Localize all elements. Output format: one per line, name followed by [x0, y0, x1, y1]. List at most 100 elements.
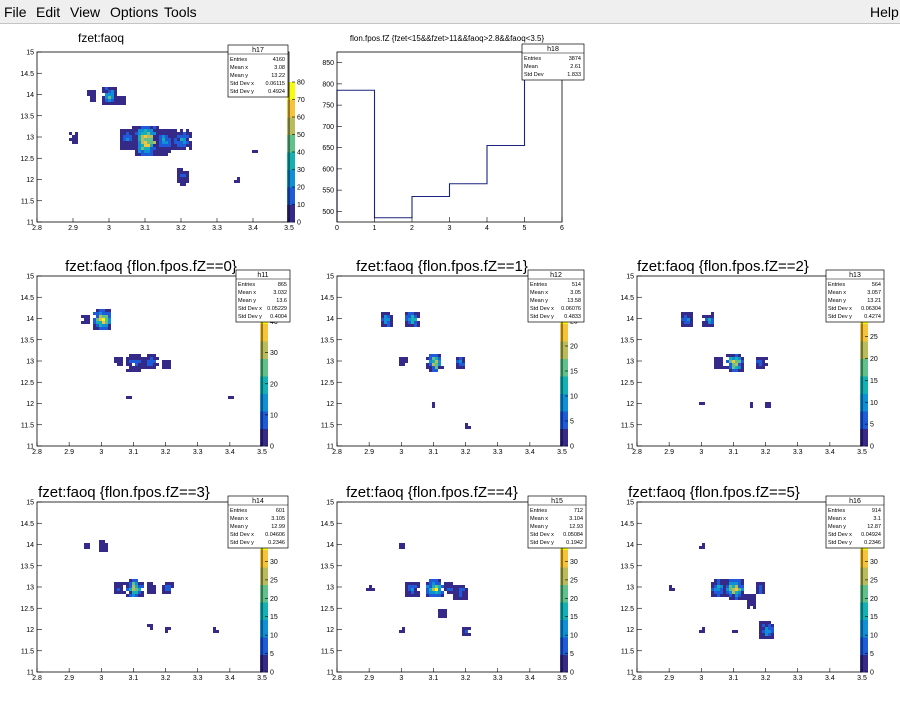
- palette-segment: [560, 327, 568, 331]
- heatmap-cell: [705, 321, 708, 324]
- pad-h16[interactable]: 051015202530352.82.933.13.23.33.43.51111…: [620, 484, 885, 682]
- heatmap-cell: [702, 546, 705, 549]
- stats-value: 601: [276, 508, 285, 514]
- y-tick-label: 12: [626, 401, 634, 408]
- pad-h18[interactable]: 0 1 2 3 4 5 6500550600650700750800850flon.fpos…: [322, 34, 585, 232]
- heatmap-cell: [99, 540, 102, 543]
- heatmap-cell: [435, 363, 438, 366]
- palette-segment: [860, 390, 868, 394]
- heatmap-cell: [129, 579, 132, 582]
- menu-view[interactable]: View: [70, 4, 101, 20]
- plot-frame: [36, 51, 290, 223]
- menu-edit[interactable]: Edit: [36, 4, 61, 20]
- palette-tick-label: 25: [870, 577, 878, 584]
- menu-help[interactable]: Help: [870, 4, 899, 20]
- heatmap-cell: [690, 312, 693, 315]
- heatmap-cell: [165, 138, 168, 141]
- pad-h15[interactable]: 051015202530352.82.933.13.23.33.43.51111…: [320, 484, 587, 682]
- plot-frame: [636, 275, 863, 447]
- heatmap-cell: [75, 141, 78, 144]
- palette-segment: [287, 169, 295, 174]
- x-tick-label: 3.4: [825, 449, 835, 456]
- heatmap-cell: [726, 366, 729, 369]
- menu-tools[interactable]: Tools: [164, 4, 197, 20]
- palette-segment: [260, 647, 268, 652]
- heatmap-cell: [438, 585, 441, 588]
- y-tick-label: 12.5: [620, 380, 634, 387]
- heatmap-cell: [426, 582, 429, 585]
- menu-options[interactable]: Options: [110, 4, 159, 20]
- stats-value: 0.04606: [265, 532, 285, 538]
- palette-segment: [860, 563, 868, 568]
- heatmap-cell: [735, 594, 738, 597]
- heatmap-cell: [465, 594, 468, 597]
- heatmap-cell: [141, 138, 144, 141]
- heatmap-cell: [714, 582, 717, 585]
- stats-label: Mean x: [828, 290, 846, 296]
- stats-label: Mean x: [238, 290, 256, 296]
- pad-h14[interactable]: 051015202530352.82.933.13.23.33.43.51111…: [20, 484, 289, 682]
- palette-segment: [287, 215, 295, 219]
- y-tick-label: 13.5: [20, 113, 34, 120]
- heatmap-cell: [99, 318, 102, 321]
- heatmap-cell: [432, 585, 435, 588]
- heatmap-cell: [162, 588, 165, 591]
- x-tick-label: 2.9: [664, 449, 674, 456]
- palette-segment: [287, 89, 295, 93]
- stats-label: Mean x: [828, 516, 846, 522]
- x-tick-label: 2.8: [332, 675, 342, 682]
- heatmap-cell: [432, 591, 435, 594]
- menu-file[interactable]: File: [4, 4, 27, 20]
- stats-frame: [825, 495, 885, 549]
- heatmap-cell: [720, 594, 723, 597]
- heatmap-cell: [411, 585, 414, 588]
- x-tick-label: 3: [699, 675, 703, 682]
- heatmap-cell: [165, 627, 168, 630]
- palette-segment: [260, 602, 268, 606]
- heatmap-cell: [714, 360, 717, 363]
- heatmap-cell: [135, 585, 138, 588]
- pad-h13[interactable]: 0510152025302.82.933.13.23.33.43.51111.5…: [620, 258, 885, 456]
- heatmap-cell: [102, 318, 105, 321]
- x-tick-label: 3.1: [129, 675, 139, 682]
- heatmap-cell: [135, 126, 138, 129]
- x-tick-label: 6: [560, 225, 564, 232]
- heatmap-cell: [684, 321, 687, 324]
- palette-segment: [260, 595, 268, 599]
- heatmap-cell: [165, 153, 168, 156]
- x-tick-label: 3.5: [557, 449, 567, 456]
- heatmap-cell: [426, 591, 429, 594]
- heatmap-cell: [390, 318, 393, 321]
- heatmap-cell: [159, 135, 162, 138]
- palette-tick-label: 10: [270, 412, 278, 419]
- palette-segment: [287, 145, 295, 149]
- heatmap-cell: [456, 366, 459, 369]
- heatmap-cell: [255, 150, 258, 153]
- heatmap-cell: [183, 132, 186, 135]
- heatmap-cell: [414, 321, 417, 324]
- heatmap-cell: [438, 594, 441, 597]
- heatmap-cell: [462, 627, 465, 630]
- palette-segment: [860, 365, 868, 370]
- heatmap-cell: [93, 312, 96, 315]
- palette-segment: [560, 556, 568, 561]
- pad-h12[interactable]: 05101520252.82.933.13.23.33.43.51111.512…: [320, 258, 585, 456]
- heatmap-cell: [135, 150, 138, 153]
- heatmap-cell: [102, 309, 105, 312]
- heatmap-cell: [174, 129, 177, 132]
- palette-segment: [860, 341, 868, 345]
- palette-segment: [287, 183, 295, 188]
- palette-segment: [260, 549, 268, 554]
- heatmap-cell: [123, 132, 126, 135]
- palette-segment: [560, 414, 568, 419]
- heatmap-cell: [720, 588, 723, 591]
- heatmap-cell: [411, 594, 414, 597]
- palette-tick-label: 0: [270, 444, 274, 451]
- heatmap-cell: [168, 582, 171, 585]
- heatmap-cell: [108, 99, 111, 102]
- heatmap-cell: [144, 126, 147, 129]
